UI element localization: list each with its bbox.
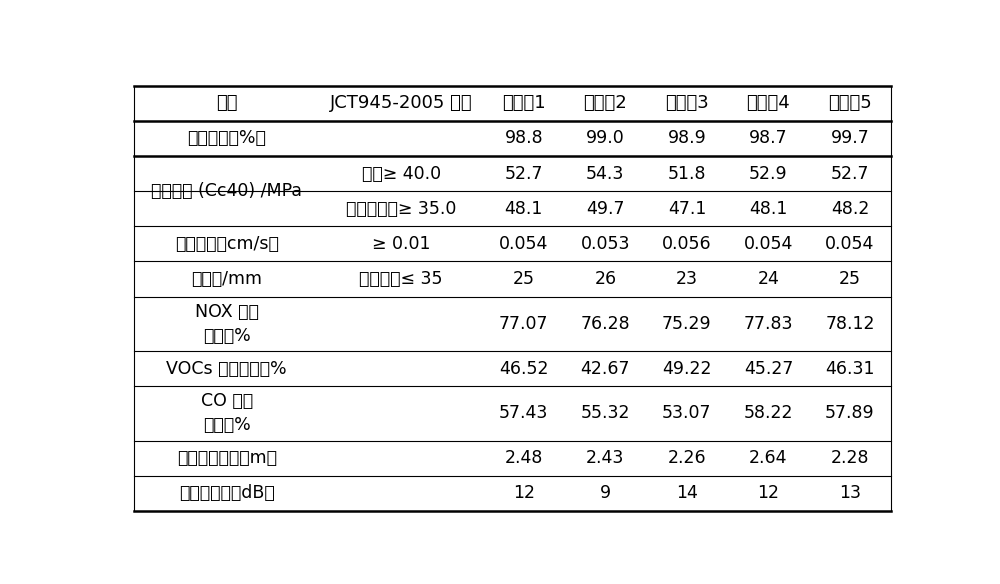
Text: 77.07: 77.07 — [499, 315, 549, 333]
Text: 45.27: 45.27 — [744, 360, 793, 377]
Text: 去除率%: 去除率% — [203, 416, 251, 434]
Text: 0.053: 0.053 — [581, 235, 630, 253]
Text: 49.22: 49.22 — [662, 360, 712, 377]
Text: 54.3: 54.3 — [586, 165, 625, 183]
Text: 透水系数（cm/s）: 透水系数（cm/s） — [175, 235, 279, 253]
Text: 25: 25 — [513, 270, 535, 288]
Text: 26: 26 — [594, 270, 616, 288]
Text: 0.054: 0.054 — [744, 235, 793, 253]
Text: 0.054: 0.054 — [825, 235, 875, 253]
Text: 抗压强度 (Cc40) /MPa: 抗压强度 (Cc40) /MPa — [151, 182, 302, 200]
Text: 13: 13 — [839, 484, 861, 502]
Text: 55.32: 55.32 — [581, 404, 630, 422]
Text: 项目: 项目 — [216, 95, 237, 112]
Text: 14: 14 — [676, 484, 698, 502]
Text: 98.9: 98.9 — [668, 130, 706, 148]
Text: 53.07: 53.07 — [662, 404, 712, 422]
Text: 激光反射距离（m）: 激光反射距离（m） — [177, 449, 277, 467]
Text: NOX 累计: NOX 累计 — [195, 303, 259, 321]
Text: 2.43: 2.43 — [586, 449, 625, 467]
Text: 48.1: 48.1 — [505, 200, 543, 218]
Text: 58.22: 58.22 — [744, 404, 793, 422]
Text: 52.7: 52.7 — [505, 165, 543, 183]
Text: 52.9: 52.9 — [749, 165, 788, 183]
Text: 实施例5: 实施例5 — [828, 95, 872, 112]
Text: 2.64: 2.64 — [749, 449, 788, 467]
Text: 2.48: 2.48 — [505, 449, 543, 467]
Text: 平均≥ 40.0: 平均≥ 40.0 — [362, 165, 441, 183]
Text: ≥ 0.01: ≥ 0.01 — [372, 235, 430, 253]
Text: 12: 12 — [513, 484, 535, 502]
Text: 实施例2: 实施例2 — [583, 95, 627, 112]
Text: 78.12: 78.12 — [825, 315, 875, 333]
Text: 去除率%: 去除率% — [203, 326, 251, 345]
Text: 2.28: 2.28 — [831, 449, 869, 467]
Text: 噪声降低量（dB）: 噪声降低量（dB） — [179, 484, 275, 502]
Text: 2.26: 2.26 — [668, 449, 706, 467]
Text: 98.7: 98.7 — [749, 130, 788, 148]
Text: 48.1: 48.1 — [749, 200, 788, 218]
Text: CO 累计: CO 累计 — [201, 392, 253, 411]
Text: 46.31: 46.31 — [825, 360, 875, 377]
Text: 48.2: 48.2 — [831, 200, 869, 218]
Text: 9: 9 — [600, 484, 611, 502]
Text: 42.67: 42.67 — [581, 360, 630, 377]
Text: 磨坑长度≤ 35: 磨坑长度≤ 35 — [359, 270, 443, 288]
Text: 98.8: 98.8 — [505, 130, 543, 148]
Text: 57.43: 57.43 — [499, 404, 549, 422]
Text: 实施例1: 实施例1 — [502, 95, 546, 112]
Text: 耐磨性/mm: 耐磨性/mm — [191, 270, 262, 288]
Text: 77.83: 77.83 — [744, 315, 793, 333]
Text: 0.056: 0.056 — [662, 235, 712, 253]
Text: 46.52: 46.52 — [499, 360, 549, 377]
Text: VOCs 累计去除率%: VOCs 累计去除率% — [166, 360, 287, 377]
Text: 0.054: 0.054 — [499, 235, 549, 253]
Text: 47.1: 47.1 — [668, 200, 706, 218]
Text: 废物占比（%）: 废物占比（%） — [187, 130, 266, 148]
Text: 57.89: 57.89 — [825, 404, 875, 422]
Text: 实施例3: 实施例3 — [665, 95, 709, 112]
Text: 单块最小値≥ 35.0: 单块最小値≥ 35.0 — [346, 200, 456, 218]
Text: 25: 25 — [839, 270, 861, 288]
Text: 76.28: 76.28 — [581, 315, 630, 333]
Text: 23: 23 — [676, 270, 698, 288]
Text: 75.29: 75.29 — [662, 315, 712, 333]
Text: 51.8: 51.8 — [668, 165, 706, 183]
Text: 99.0: 99.0 — [586, 130, 625, 148]
Text: 49.7: 49.7 — [586, 200, 625, 218]
Text: 12: 12 — [757, 484, 779, 502]
Text: 52.7: 52.7 — [831, 165, 869, 183]
Text: 24: 24 — [757, 270, 779, 288]
Text: 实施例4: 实施例4 — [747, 95, 790, 112]
Text: JCT945-2005 要求: JCT945-2005 要求 — [330, 95, 472, 112]
Text: 99.7: 99.7 — [831, 130, 869, 148]
